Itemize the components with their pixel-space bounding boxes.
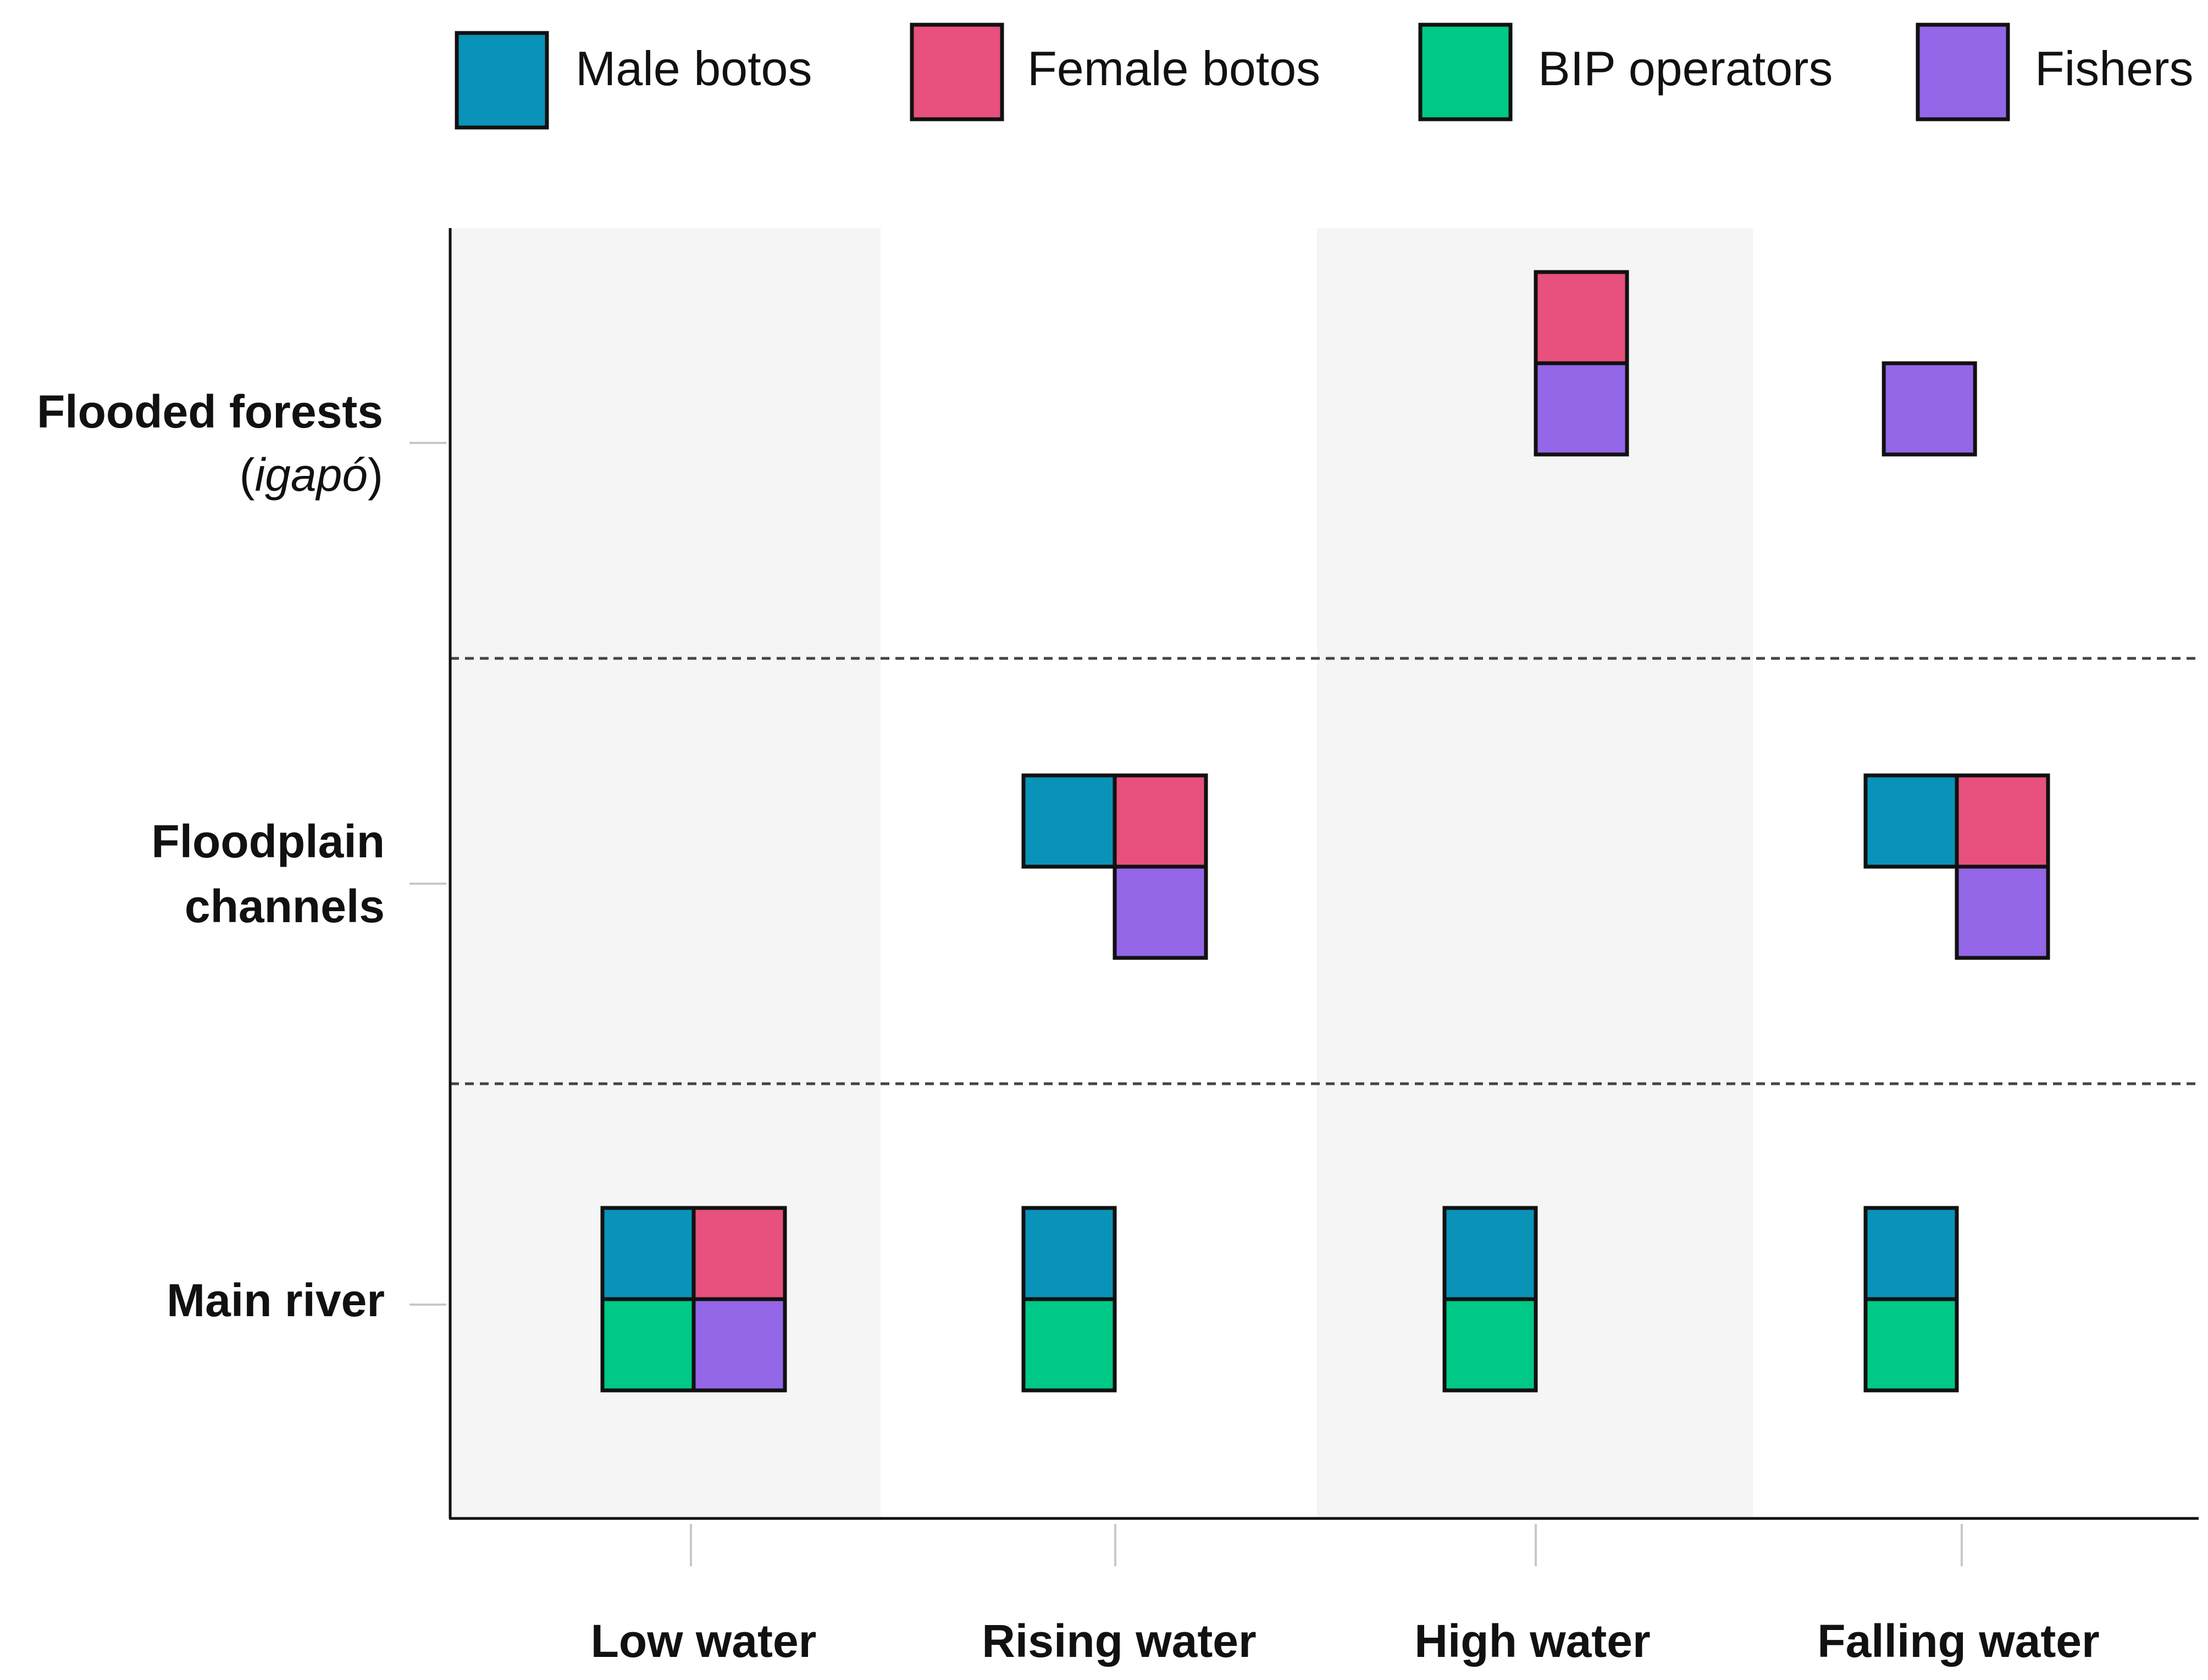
legend-swatch-female [910, 23, 1004, 121]
cell-channels-falling-water-female [1955, 773, 2050, 869]
cell-river-low-water-bip [600, 1297, 696, 1393]
x-label-falling: Falling water [1817, 1615, 2099, 1667]
cell-river-falling-water-male [1863, 1206, 1959, 1301]
x-label-high: High water [1414, 1615, 1650, 1667]
y-label-channels-line1: Floodplain [151, 816, 385, 867]
cell-river-low-water-fishers [691, 1297, 787, 1393]
cell-forest-high-water-fishers [1534, 361, 1629, 457]
cell-river-high-water-male [1442, 1206, 1538, 1301]
cell-channels-rising-water-fishers [1113, 864, 1208, 960]
legend-swatch-male [455, 31, 549, 130]
cell-channels-rising-water-male [1021, 773, 1117, 869]
cell-river-low-water-female [691, 1206, 787, 1301]
y-label-river: Main river [167, 1274, 385, 1326]
cell-forest-falling-water-fishers [1881, 361, 1977, 457]
cell-channels-falling-water-male [1863, 773, 1959, 869]
legend: Male botos Female botos BIP operators Fi… [455, 23, 2194, 130]
cell-channels-rising-water-female [1113, 773, 1208, 869]
legend-label-male: Male botos [575, 41, 812, 96]
x-label-low: Low water [591, 1615, 817, 1667]
cell-river-low-water-male [600, 1206, 696, 1301]
legend-swatch-bip [1418, 23, 1513, 121]
y-label-forest: Flooded forests [37, 386, 383, 437]
y-label-channels-line2: channels [185, 880, 385, 932]
legend-swatch-fishers [1916, 23, 2010, 121]
presence-cells [600, 270, 2050, 1393]
x-label-rising: Rising water [982, 1615, 1256, 1667]
legend-label-female: Female botos [1027, 41, 1320, 96]
cell-river-high-water-bip [1442, 1297, 1538, 1393]
legend-label-fishers: Fishers [2035, 41, 2194, 96]
y-label-forest-paren-open: ( [240, 449, 255, 501]
y-label-forest-italic: igapó [254, 449, 368, 501]
legend-label-bip: BIP operators [1538, 41, 1833, 96]
cell-river-rising-water-male [1021, 1206, 1117, 1301]
y-label-forest-paren-close: ) [368, 449, 383, 501]
cell-forest-high-water-female [1534, 270, 1629, 365]
cell-river-rising-water-bip [1021, 1297, 1117, 1393]
cell-river-falling-water-bip [1863, 1297, 1959, 1393]
cell-channels-falling-water-fishers [1955, 864, 2050, 960]
y-label-forest-sublabel: (igapó) [240, 449, 384, 501]
